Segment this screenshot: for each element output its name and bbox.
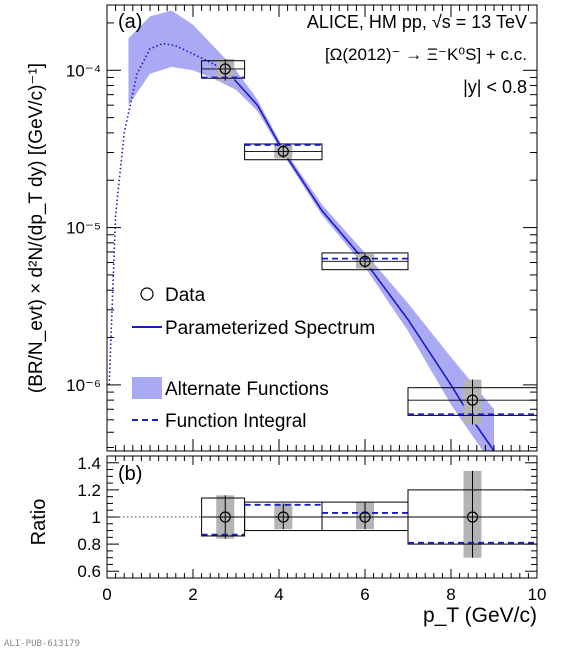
ratio-y-tick-label: 0.8 — [77, 535, 101, 554]
x-tick-label: 6 — [360, 585, 369, 604]
spectrum-point — [321, 252, 409, 271]
legend-label-spectrum: Parameterized Spectrum — [165, 318, 375, 339]
x-tick-label: 4 — [274, 585, 283, 604]
ratio-y-tick-label: 1.4 — [77, 454, 101, 473]
ratio-point — [321, 501, 409, 532]
ratio-point — [407, 470, 538, 558]
x-tick-label: 2 — [188, 585, 197, 604]
spectrum-sys-box — [244, 143, 323, 161]
spectrum-marker — [466, 394, 479, 406]
ratio-y-tick-label: 1.2 — [77, 481, 101, 500]
spectrum-point — [201, 58, 246, 81]
rapidity-annotation: |y| < 0.8 — [463, 77, 527, 97]
spectrum-y-tick-label: 10⁻⁵ — [66, 219, 101, 238]
spectrum-data-points — [201, 58, 538, 425]
spectrum-y-axis-ticks: 10⁻⁴ 10⁻⁵ 10⁻⁶ — [66, 22, 537, 448]
spectrum-curve-dotted-part — [108, 42, 215, 385]
x-tick-label: 10 — [528, 585, 547, 604]
ratio-marker — [466, 511, 479, 523]
spectrum-y-tick-label: 10⁻⁶ — [66, 376, 101, 395]
spectrum-x-axis-ticks — [106, 5, 538, 451]
spectrum-y-tick-label: 10⁻⁴ — [66, 61, 101, 80]
legend-label-alternate-functions: Alternate Functions — [165, 379, 329, 400]
ratio-y-tick-label: 0.6 — [77, 562, 101, 581]
ratio-y-tick-label: 1 — [92, 508, 101, 527]
legend-label-data: Data — [165, 285, 206, 306]
legend: Data Parameterized Spectrum Alternate Fu… — [132, 285, 375, 432]
spectrum-marker — [277, 145, 289, 158]
spectrum-panel: 10⁻⁴ 10⁻⁵ 10⁻⁶ (a) ALICE, HM pp, √s = 13 T… — [26, 4, 538, 452]
experiment-annotation: ALICE, HM pp, √s = 13 TeV — [307, 12, 527, 32]
publication-id: ALI-PUB-613179 — [4, 639, 80, 649]
spectrum-marker — [359, 255, 371, 267]
ratio-panel-label: (b) — [118, 463, 142, 485]
spectrum-point — [407, 379, 538, 425]
legend-band-swatch — [132, 377, 162, 399]
alternate-functions-band-area — [128, 10, 494, 451]
ratio-data-points — [201, 470, 538, 558]
ratio-y-axis-label: Ratio — [28, 499, 50, 546]
ratio-marker — [219, 511, 231, 523]
ratio-marker — [277, 511, 289, 523]
spectrum-y-axis-label: (BR/N_evt) × d²N/(dp_T dy) [(GeV/c)⁻¹] — [26, 63, 47, 393]
legend-data-marker — [140, 287, 154, 301]
ratio-axis-ticks: 0 2 4 6 8 10 0.6 0.8 1 1.2 1.4 — [77, 454, 546, 604]
ratio-marker — [359, 511, 371, 523]
legend-label-function-integral: Function Integral — [165, 411, 307, 432]
x-tick-label: 8 — [446, 585, 455, 604]
spectrum-point — [244, 143, 323, 161]
x-axis-label: p_T (GeV/c) — [423, 604, 537, 627]
ratio-point — [244, 501, 323, 532]
spectrum-panel-label: (a) — [118, 11, 142, 33]
alternate-functions-band — [128, 10, 494, 451]
ratio-panel: 0 2 4 6 8 10 0.6 0.8 1 1.2 1.4 (b) Ratio p_T (GeV/… — [28, 454, 546, 627]
decay-channel-annotation: [Ω(2012)⁻ → Ξ⁻K⁰S] + c.c. — [325, 45, 527, 64]
spectrum-marker — [219, 63, 231, 75]
ratio-point — [201, 495, 246, 539]
x-tick-label: 0 — [102, 585, 111, 604]
